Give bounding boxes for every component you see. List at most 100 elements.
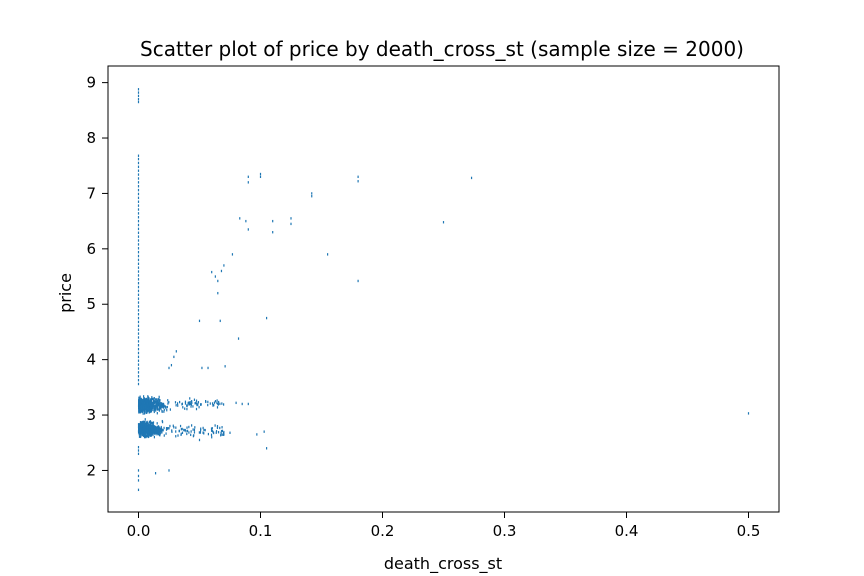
data-point [175,430,177,433]
data-point [186,407,188,411]
data-point [357,279,359,283]
data-point [177,404,179,407]
data-point [272,219,274,223]
data-point [154,406,157,409]
data-point [215,430,218,433]
data-point [150,404,152,407]
data-point [148,424,150,427]
data-point [198,405,200,409]
data-point [272,231,274,234]
data-point [137,371,140,374]
data-point [153,404,155,408]
data-point [197,403,199,406]
data-point [163,404,165,407]
data-point [187,403,189,406]
data-point [190,403,193,406]
data-point [173,426,175,429]
data-point [144,418,146,421]
data-point [311,195,313,198]
data-point [141,406,144,409]
data-point [150,424,152,427]
data-point [137,161,140,165]
data-point [142,432,144,435]
data-point [137,219,140,223]
data-point [158,407,161,410]
data-point [195,399,198,402]
data-point [143,397,145,400]
data-point [165,406,167,409]
data-point [156,398,158,401]
data-point [153,401,155,405]
x-axis-ticks: 0.0 0.1 0.2 0.3 0.4 0.5 [127,512,761,540]
data-point [181,427,183,431]
x-tick-label: 0.3 [493,522,517,540]
data-point [180,427,182,431]
plot-frame [107,65,780,513]
data-point [217,403,220,406]
data-point [198,319,201,323]
data-point [146,402,149,405]
data-point [143,434,145,437]
data-point [141,424,143,427]
data-point [169,408,171,411]
data-point [137,359,140,362]
data-point [137,316,140,320]
data-point [139,410,141,413]
data-point [159,430,161,433]
data-point [179,424,182,428]
data-point [151,396,153,399]
data-point [153,428,155,432]
data-point [137,231,140,234]
data-point [186,404,188,407]
data-point [137,247,140,250]
data-point [143,420,145,424]
data-point [327,253,329,256]
data-point [146,434,148,437]
data-point [137,328,140,331]
data-point [357,175,359,179]
data-point [145,434,147,438]
data-point [142,433,144,437]
x-tick-label: 0.1 [249,522,273,540]
data-point [161,431,163,434]
data-point [199,431,202,434]
data-point [145,421,147,424]
data-point [171,429,173,432]
data-point [141,404,143,408]
data-point [140,432,142,435]
data-point [158,430,160,433]
data-point [155,402,157,406]
data-point [139,403,141,406]
data-point [213,401,216,404]
data-point [162,402,164,406]
x-tick-label: 0.5 [737,522,761,540]
data-point [185,429,187,433]
data-point [177,434,179,437]
data-point [149,408,151,411]
data-point [156,431,158,435]
data-point [137,305,140,308]
data-point [172,424,174,427]
data-point [138,435,141,438]
data-point [148,406,150,410]
data-point [138,401,140,404]
data-point [216,426,219,429]
data-point [140,427,142,430]
data-point [142,410,144,414]
data-point [221,433,223,436]
data-point [137,212,140,215]
data-point [142,427,144,430]
data-point [156,426,158,429]
data-point [137,270,140,273]
data-point [153,429,155,432]
data-point [160,427,162,431]
data-point [235,401,237,405]
data-point [139,398,141,402]
data-point [147,397,150,400]
data-point [145,400,147,404]
data-point [229,431,231,434]
data-point [152,403,154,407]
data-point [140,410,142,413]
data-point [148,420,150,424]
